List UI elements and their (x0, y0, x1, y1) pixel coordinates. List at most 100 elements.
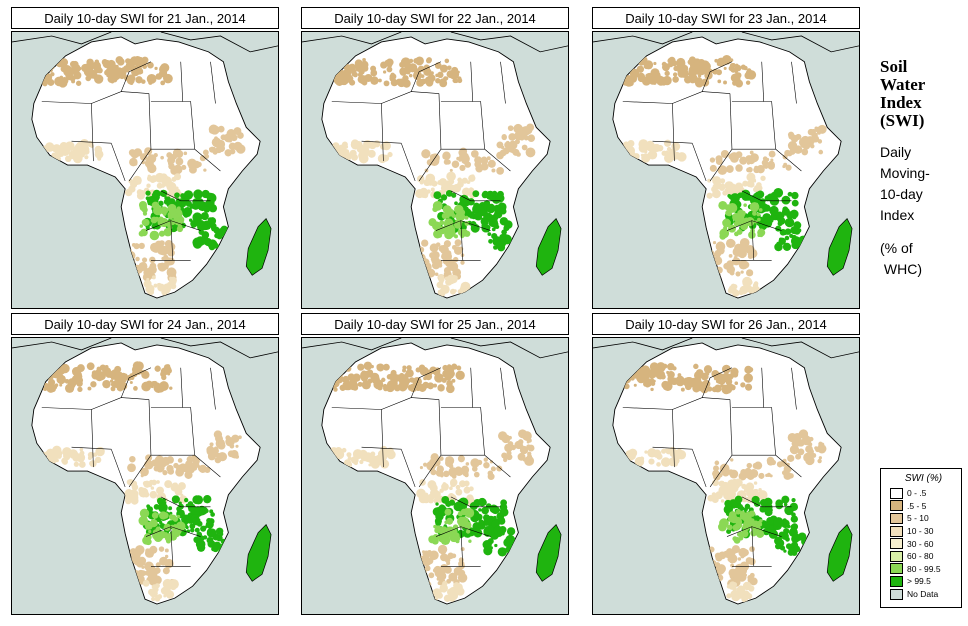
swi-cell (359, 149, 364, 153)
swi-cell (507, 441, 514, 447)
swi-cell (727, 469, 735, 476)
swi-cell (193, 495, 204, 505)
swi-cell (473, 471, 480, 478)
swi-cell (198, 229, 205, 235)
swi-cell (480, 157, 489, 165)
swi-cell (157, 216, 164, 223)
swi-cell (181, 164, 187, 171)
legend-swatch (890, 588, 903, 600)
swi-cell (427, 74, 436, 83)
swi-cell (149, 230, 160, 241)
swi-cell (213, 227, 221, 235)
swi-cell (443, 540, 448, 544)
swi-cell (406, 365, 412, 371)
swi-cell (439, 456, 444, 461)
swi-cell (754, 461, 763, 470)
swi-cell (749, 150, 754, 155)
swi-cell (149, 545, 158, 554)
swi-cell (148, 80, 153, 85)
swi-cell (793, 221, 802, 230)
swi-cell (446, 65, 452, 71)
swi-cell (206, 528, 216, 538)
swi-cell (783, 549, 787, 553)
country-border (761, 61, 765, 102)
swi-cell (362, 58, 366, 62)
swi-cell (738, 289, 745, 296)
swi-cell (745, 80, 751, 85)
swi-cell (184, 497, 189, 503)
swi-cell (730, 590, 740, 599)
swi-cell (728, 195, 733, 200)
country-border (460, 220, 464, 261)
swi-cell (431, 537, 439, 545)
swi-cell (177, 224, 183, 229)
swi-cell (475, 532, 480, 537)
swi-cell (364, 73, 373, 82)
swi-cell (751, 580, 756, 584)
swi-cell (210, 512, 215, 517)
swi-cell (426, 189, 431, 194)
swi-cell (378, 78, 382, 83)
swi-cell (734, 495, 743, 504)
swi-cell (192, 212, 203, 223)
swi-cell (162, 382, 167, 388)
swi-cell (225, 437, 235, 447)
swi-cell (776, 214, 784, 222)
swi-cell (785, 164, 792, 171)
country-border (775, 148, 802, 172)
swi-cell (495, 193, 505, 203)
legend-item: 80 - 99.5 (890, 563, 957, 576)
swi-cell (499, 507, 509, 517)
swi-cell (766, 517, 774, 525)
swi-cell (796, 439, 800, 443)
swi-cell (151, 512, 159, 519)
swi-cell (154, 567, 161, 574)
swi-cell (788, 132, 795, 140)
swi-cell (730, 458, 734, 462)
swi-cell (71, 366, 82, 377)
swi-cell (409, 58, 414, 63)
swi-cell (141, 381, 152, 392)
swi-cell (425, 370, 430, 374)
swi-cell (757, 217, 761, 222)
swi-cell (146, 183, 151, 188)
swi-cell (158, 245, 169, 256)
swi-cell (210, 448, 216, 454)
swi-cell (460, 547, 465, 552)
country-border (160, 496, 211, 508)
swi-cell (749, 546, 755, 552)
swi-cell (185, 200, 192, 207)
swi-cell (151, 479, 157, 486)
swi-cell (443, 159, 450, 165)
swi-cell (728, 253, 733, 258)
swi-cell (423, 376, 428, 381)
swi-cell (439, 79, 448, 88)
country-border (148, 399, 152, 456)
swi-cell (150, 175, 158, 183)
swi-cell (709, 164, 717, 172)
country-border (361, 140, 402, 144)
swi-cell (441, 496, 450, 504)
swi-cell (156, 526, 161, 531)
legend-item: .5 - 5 (890, 500, 957, 513)
map-panel-26-jan: Daily 10-day SWI for 26 Jan., 2014 (592, 313, 860, 615)
swi-cell (61, 457, 68, 465)
swi-cell (527, 444, 535, 452)
swi-cell (452, 183, 462, 193)
swi-cell (448, 499, 456, 506)
swi-cell (732, 246, 743, 257)
country-border (500, 367, 506, 410)
swi-cell (345, 73, 352, 80)
swi-cell (147, 174, 151, 178)
swi-cell (402, 368, 407, 373)
swi-cell (370, 372, 380, 382)
country-border (450, 496, 501, 508)
swi-cell (192, 237, 203, 248)
country-border (438, 399, 442, 456)
swi-cell (652, 80, 657, 85)
swi-cell (148, 588, 155, 596)
swi-cell (187, 501, 194, 507)
swi-cell (468, 201, 472, 206)
swi-cell (446, 578, 452, 584)
swi-cell (498, 517, 506, 525)
